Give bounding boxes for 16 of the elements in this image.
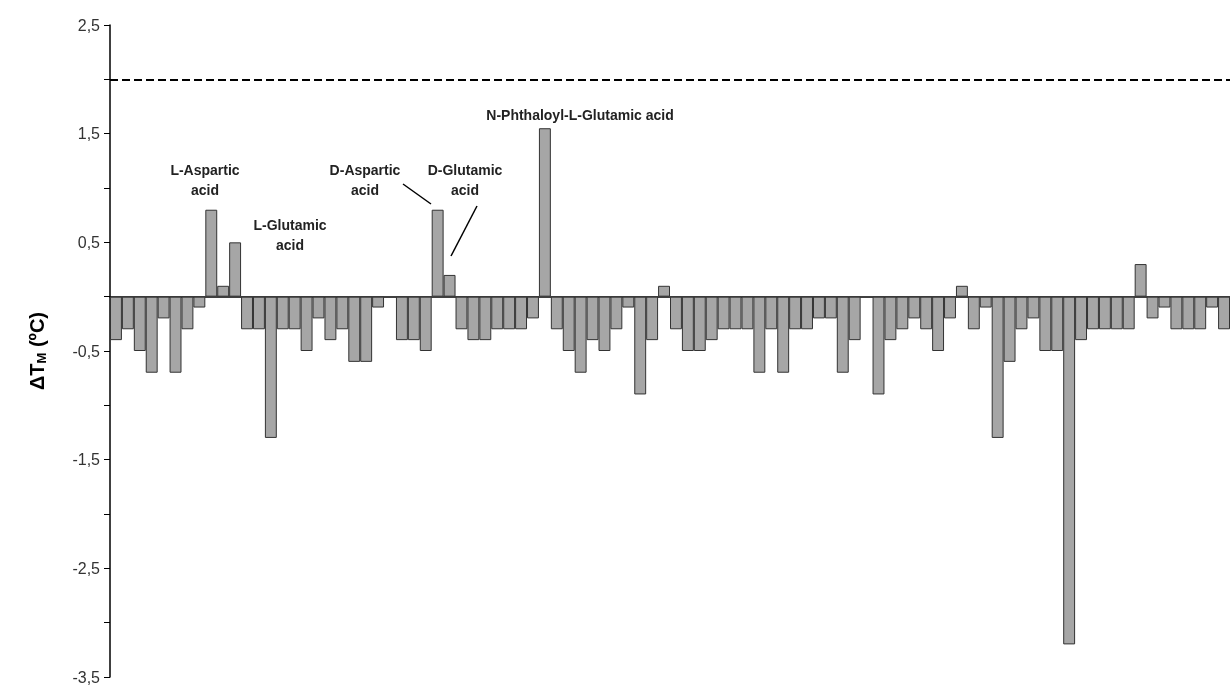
annotation: L-Glutamic acid [253, 217, 327, 253]
y-tick-label: -0,5 [72, 342, 101, 360]
annotation: N-Phthaloyl-L-Glutamic acid [486, 107, 674, 123]
y-tick-label: -2,5 [72, 559, 101, 577]
bar [955, 285, 968, 297]
y-tick-label: 1,5 [77, 125, 101, 143]
y-axis-title: ΔTM (ºC) [25, 311, 49, 391]
annotation: L-Aspartic acid [170, 162, 240, 198]
y-tick-label: -3,5 [72, 668, 101, 686]
annotation: D-Glutamic acid [427, 162, 503, 198]
y-tick-label: 2,5 [77, 16, 101, 34]
y-tick-label: 0,5 [77, 233, 101, 251]
bar [538, 128, 551, 297]
bar [658, 285, 670, 297]
y-tick-label: -1,5 [72, 451, 101, 469]
annotation: D-Aspartic acid [329, 162, 401, 198]
